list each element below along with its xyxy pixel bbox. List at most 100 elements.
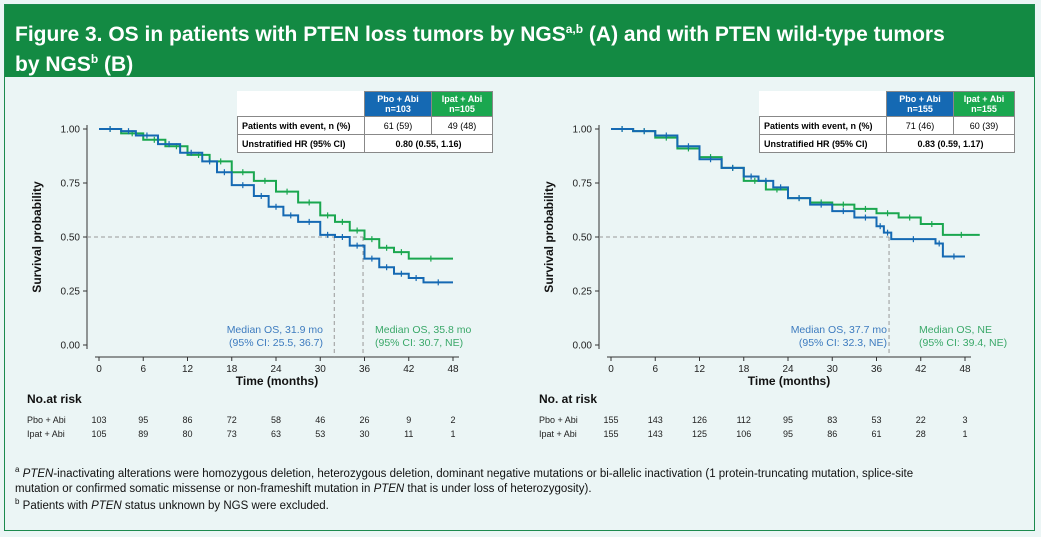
km-charts: 0.000.250.500.751.000 6 12 18 24 30 36 42 48Time… — [27, 125, 1007, 440]
pb-risk-value: 86 — [827, 429, 837, 439]
title-text-2: (A) and with PTEN wild-type tumors — [583, 23, 945, 46]
pb-xtick-label: 30 — [827, 364, 839, 375]
pb-ytick-label: 0.50 — [573, 233, 593, 244]
pbo-header-b: Pbo + Abi n=155 — [886, 91, 954, 117]
event-ipat-a: 49 (48) — [431, 116, 493, 135]
ipat-header-b: Ipat + Abi n=155 — [953, 91, 1015, 117]
pa-risk-value: 103 — [91, 415, 106, 425]
hr-label-b: Unstratified HR (95% CI) — [759, 134, 887, 153]
pa-xtick-label: 24 — [270, 364, 282, 375]
pa-risk-value: 53 — [315, 429, 325, 439]
pb-xtick-label: 24 — [782, 364, 794, 375]
pb-risk-value: 22 — [916, 415, 926, 425]
pb-risk-value: 112 — [737, 415, 751, 425]
pa-risk-value: 86 — [182, 415, 192, 425]
pb-median-ci: (95% CI: 32.3, NE) — [799, 337, 887, 349]
pb-xtick-label: 48 — [959, 364, 971, 375]
pa-x-title: Time (months) — [236, 374, 318, 388]
footnote-a: a PTEN-inactivating alterations were hom… — [15, 465, 914, 495]
pb-risk-value: 1 — [962, 429, 967, 439]
pa-xtick-label: 42 — [403, 364, 415, 375]
pb-risk-value: 143 — [648, 429, 663, 439]
pa-ytick-label: 1.00 — [61, 125, 81, 136]
pa-risk-value: 26 — [359, 415, 369, 425]
pa-xtick-label: 0 — [96, 364, 102, 375]
figure-title: Figure 3. OS in patients with PTEN loss … — [5, 5, 1034, 77]
pa-xtick-label: 18 — [226, 364, 238, 375]
pa-y-title: Survival probability — [30, 181, 44, 293]
title-text-1: Figure 3. OS in patients with PTEN loss … — [15, 23, 566, 46]
hr-value-b: 0.83 (0.59, 1.17) — [886, 134, 1015, 153]
pb-risk-value: 53 — [871, 415, 881, 425]
pa-ytick-label: 0.50 — [61, 233, 81, 244]
pa-ytick-label: 0.25 — [61, 287, 81, 298]
pa-risk-value: 80 — [182, 429, 192, 439]
pb-risk-value: 126 — [692, 415, 707, 425]
pb-ytick-label: 0.75 — [573, 179, 593, 190]
pb-median-label: Median OS, NE — [919, 324, 992, 336]
pb-ytick-label: 0.00 — [573, 341, 593, 352]
pb-xtick-label: 12 — [694, 364, 706, 375]
event-ipat-b: 60 (39) — [953, 116, 1015, 135]
pb-risk-value: 83 — [827, 415, 837, 425]
title-sup-2: b — [90, 52, 99, 66]
pb-xtick-label: 42 — [915, 364, 927, 375]
pbo-header-a: Pbo + Abi n=103 — [364, 91, 432, 117]
hr-table-a: Pbo + Abi n=103 Ipat + Abi n=105 Patients … — [237, 91, 493, 153]
pa-risk-value: 30 — [359, 429, 369, 439]
pa-risk-value: 89 — [138, 429, 148, 439]
ipat-header-a: Ipat + Abi n=105 — [431, 91, 493, 117]
pb-risk-value: 95 — [783, 429, 793, 439]
pa-risk-value: 46 — [315, 415, 325, 425]
pa-risk-value: 73 — [227, 429, 237, 439]
figure-panel: Figure 3. OS in patients with PTEN loss … — [4, 4, 1035, 531]
pa-risk-value: 1 — [450, 429, 455, 439]
pb-risk-title: No. at risk — [539, 392, 597, 406]
pa-xtick-label: 30 — [315, 364, 327, 375]
pb-ytick-label: 0.25 — [573, 287, 593, 298]
pa-xtick-label: 12 — [182, 364, 194, 375]
title-sup-1: a,b — [565, 22, 584, 36]
hr-table-b: Pbo + Abi n=155 Ipat + Abi n=155 Patients … — [759, 91, 1015, 153]
pb-risk-row-label: Pbo + Abi — [539, 415, 578, 425]
pa-risk-value: 11 — [404, 429, 413, 439]
pb-xtick-label: 6 — [652, 364, 658, 375]
pa-risk-row-label: Ipat + Abi — [27, 429, 65, 439]
pa-xtick-label: 36 — [359, 364, 371, 375]
pa-risk-value: 105 — [91, 429, 106, 439]
pb-risk-value: 155 — [603, 429, 618, 439]
event-pbo-a: 61 (59) — [364, 116, 432, 135]
title-text-4: (B) — [98, 53, 134, 76]
pb-risk-value: 125 — [692, 429, 707, 439]
pa-ytick-label: 0.75 — [61, 179, 81, 190]
pa-median-ci: (95% CI: 30.7, NE) — [375, 337, 463, 349]
pb-risk-value: 155 — [603, 415, 618, 425]
pa-median-ci: (95% CI: 25.5, 36.7) — [229, 337, 323, 349]
title-text-3: by NGS — [15, 53, 91, 76]
pa-risk-value: 95 — [138, 415, 148, 425]
pb-xtick-label: 18 — [738, 364, 750, 375]
pb-risk-value: 28 — [916, 429, 926, 439]
pb-curve-pbo — [611, 128, 965, 258]
pb-xtick-label: 36 — [871, 364, 883, 375]
pa-risk-value: 2 — [450, 415, 455, 425]
hr-value-a: 0.80 (0.55, 1.16) — [364, 134, 493, 153]
pa-median-label: Median OS, 35.8 mo — [375, 324, 471, 336]
pa-xtick-label: 6 — [140, 364, 146, 375]
pa-risk-title: No.at risk — [27, 392, 82, 406]
hr-label-a: Unstratified HR (95% CI) — [237, 134, 365, 153]
event-label-a: Patients with event, n (%) — [237, 116, 365, 135]
pb-risk-value: 106 — [736, 429, 751, 439]
pb-y-title: Survival probability — [542, 181, 556, 293]
pa-risk-value: 58 — [271, 415, 281, 425]
pa-risk-value: 72 — [227, 415, 237, 425]
pb-risk-value: 95 — [783, 415, 793, 425]
pa-xtick-label: 48 — [447, 364, 459, 375]
pa-risk-value: 63 — [271, 429, 281, 439]
footnote-b: b Patients with PTEN status unknown by N… — [15, 497, 329, 512]
pb-x-title: Time (months) — [748, 374, 830, 388]
pb-risk-value: 61 — [871, 429, 881, 439]
pa-ytick-label: 0.00 — [61, 341, 81, 352]
pb-median-label: Median OS, 37.7 mo — [791, 324, 887, 336]
event-label-b: Patients with event, n (%) — [759, 116, 887, 135]
